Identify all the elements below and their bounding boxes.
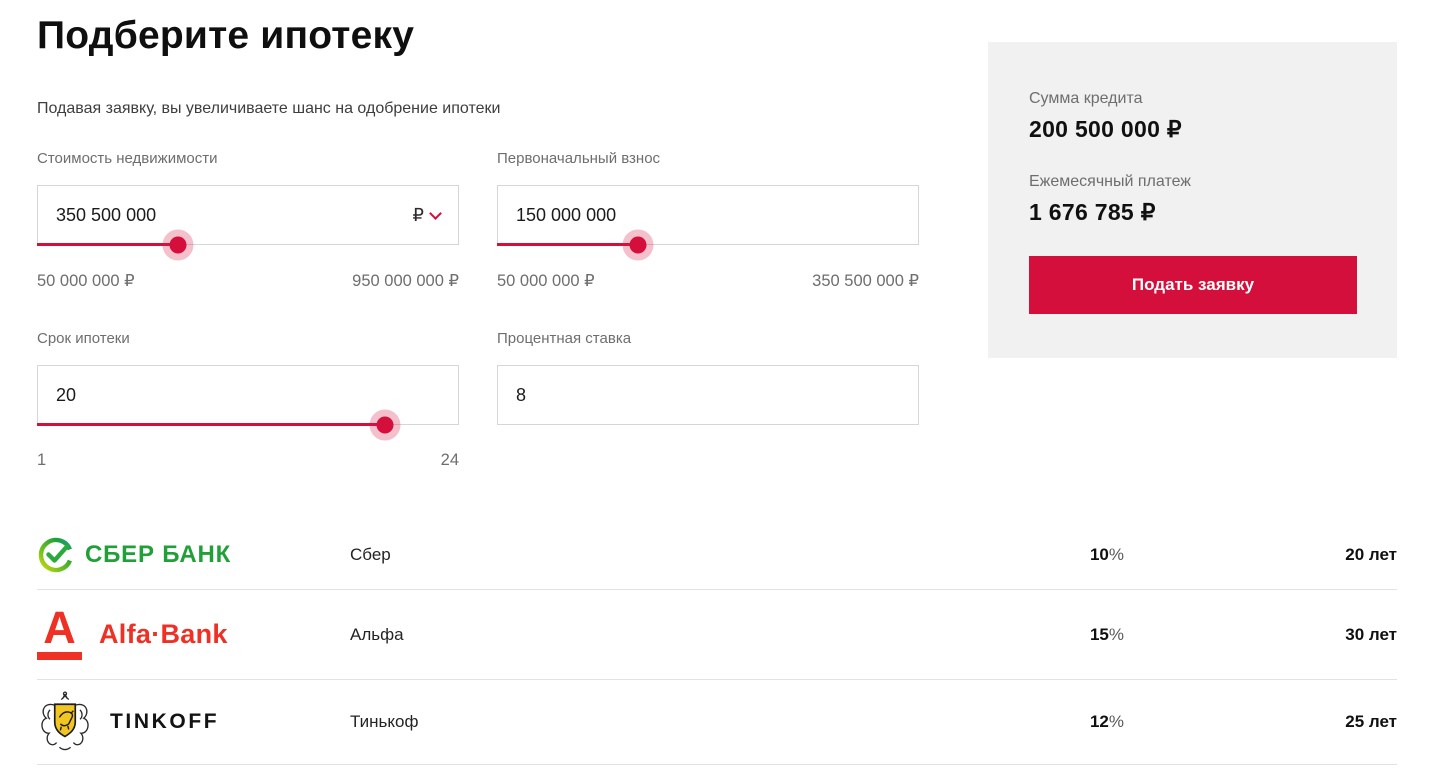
slider-thumb[interactable] xyxy=(376,416,394,434)
loan-amount-label: Сумма кредита xyxy=(1029,90,1143,107)
page-subtitle: Подавая заявку, вы увеличиваете шанс на … xyxy=(37,100,501,117)
slider-thumb[interactable] xyxy=(169,236,187,254)
range-max: 950 000 000 ₽ xyxy=(352,272,459,290)
bank-term: 25 лет xyxy=(1345,712,1397,731)
monthly-payment-value: 1 676 785 ₽ xyxy=(1029,199,1156,225)
alfa-a-icon: A xyxy=(37,605,82,661)
slider-track-fill xyxy=(37,243,178,246)
bank-row-sber[interactable]: СБЕР БАНК Сбер 10% 20 лет xyxy=(37,521,1397,590)
field-down-payment: Первоначальный взнос 50 000 000 ₽ 350 50… xyxy=(497,150,919,291)
property-value-input-box: ₽ xyxy=(37,185,459,254)
down-payment-input-box xyxy=(497,185,919,254)
tinkoff-wordmark: TINKOFF xyxy=(110,710,220,733)
page-title: Подберите ипотеку xyxy=(37,14,415,57)
down-payment-input[interactable] xyxy=(516,204,900,226)
loan-amount-value: 200 500 000 ₽ xyxy=(1029,116,1182,142)
tinkoff-logo: TINKOFF xyxy=(37,691,350,753)
bank-name: Сбер xyxy=(350,545,391,564)
range-max: 24 xyxy=(440,451,459,469)
bank-name: Альфа xyxy=(350,624,404,644)
sber-wordmark: СБЕР БАНК xyxy=(85,541,232,568)
currency-symbol: ₽ xyxy=(412,204,424,225)
alfa-wordmark: Alfa·Bank xyxy=(99,619,228,649)
field-interest-rate: Процентная ставка xyxy=(497,330,919,425)
mortgage-form: Стоимость недвижимости ₽ 50 000 000 ₽ 95… xyxy=(37,150,921,480)
field-label: Первоначальный взнос xyxy=(497,150,661,167)
monthly-payment-label: Ежемесячный платеж xyxy=(1029,173,1192,190)
sber-check-circle-icon xyxy=(38,537,72,573)
submit-application-button[interactable]: Подать заявку xyxy=(1029,256,1357,314)
slider-track-fill xyxy=(37,423,384,426)
bank-name: Тинькоф xyxy=(350,712,419,731)
property-value-input[interactable] xyxy=(56,204,413,226)
slider-range-labels: 1 24 xyxy=(37,451,459,470)
slider-track-fill xyxy=(497,243,637,246)
bank-term: 20 лет xyxy=(1345,545,1397,564)
field-property-value: Стоимость недвижимости ₽ 50 000 000 ₽ 95… xyxy=(37,150,459,291)
bank-table: СБЕР БАНК Сбер 10% 20 лет A Alfa·Bank Ал… xyxy=(37,521,1397,765)
field-label: Стоимость недвижимости xyxy=(37,150,218,167)
range-max: 350 500 000 ₽ xyxy=(812,272,919,290)
bank-rate: 15% xyxy=(1089,624,1124,644)
field-label: Срок ипотеки xyxy=(37,330,130,347)
chevron-down-icon xyxy=(429,206,442,220)
interest-rate-input[interactable] xyxy=(516,384,900,406)
field-label: Процентная ставка xyxy=(497,330,632,347)
interest-rate-input-box xyxy=(497,365,919,425)
term-input-box xyxy=(37,365,459,434)
slider-range-labels: 50 000 000 ₽ 950 000 000 ₽ xyxy=(37,271,459,291)
alfa-logo: A Alfa·Bank xyxy=(37,605,350,661)
currency-select[interactable]: ₽ xyxy=(412,204,442,226)
bank-row-tinkoff[interactable]: TINKOFF Тинькоф 12% 25 лет xyxy=(37,680,1397,765)
bank-rate: 12% xyxy=(1089,712,1124,731)
sber-logo: СБЕР БАНК xyxy=(37,536,350,574)
term-input[interactable] xyxy=(56,384,440,406)
range-min: 50 000 000 ₽ xyxy=(37,272,135,290)
slider-thumb[interactable] xyxy=(629,236,647,254)
range-min: 1 xyxy=(37,451,47,469)
summary-card: Сумма кредита 200 500 000 ₽ Ежемесячный … xyxy=(988,42,1397,358)
range-min: 50 000 000 ₽ xyxy=(497,272,595,290)
field-term: Срок ипотеки 1 24 xyxy=(37,330,459,470)
slider-range-labels: 50 000 000 ₽ 350 500 000 ₽ xyxy=(497,271,919,291)
tinkoff-crest-icon xyxy=(41,691,89,751)
bank-rate: 10% xyxy=(1089,545,1124,564)
bank-row-alfa[interactable]: A Alfa·Bank Альфа 15% 30 лет xyxy=(37,590,1397,680)
bank-term: 30 лет xyxy=(1345,624,1397,644)
